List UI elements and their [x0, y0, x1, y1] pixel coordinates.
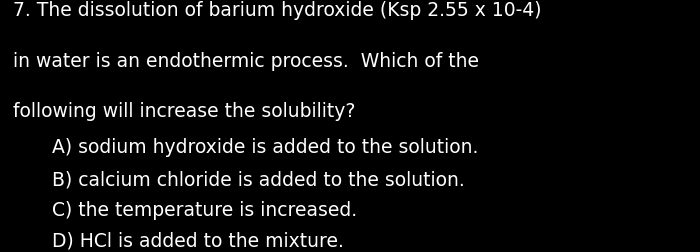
Text: B) calcium chloride is added to the solution.: B) calcium chloride is added to the solu…: [52, 170, 466, 189]
Text: 7. The dissolution of barium hydroxide (Ksp 2.55 x 10-4): 7. The dissolution of barium hydroxide (…: [13, 1, 541, 20]
Text: D) HCl is added to the mixture.: D) HCl is added to the mixture.: [52, 231, 344, 249]
Text: A) sodium hydroxide is added to the solution.: A) sodium hydroxide is added to the solu…: [52, 137, 479, 156]
Text: in water is an endothermic process.  Which of the: in water is an endothermic process. Whic…: [13, 52, 479, 71]
Text: following will increase the solubility?: following will increase the solubility?: [13, 102, 355, 121]
Text: C) the temperature is increased.: C) the temperature is increased.: [52, 200, 358, 219]
